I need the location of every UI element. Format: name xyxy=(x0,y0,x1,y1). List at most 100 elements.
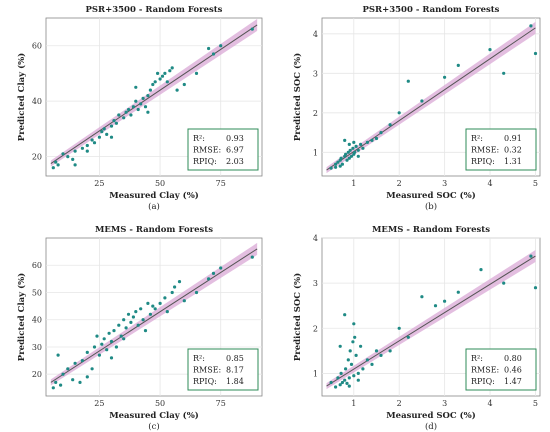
stats-box xyxy=(187,128,259,171)
stat-value: 0.80 xyxy=(504,354,522,363)
data-point xyxy=(329,166,333,170)
data-point xyxy=(348,349,352,353)
panel-caption: (d) xyxy=(425,421,437,432)
data-point xyxy=(85,375,89,379)
data-point xyxy=(102,127,106,131)
data-point xyxy=(146,301,150,305)
data-point xyxy=(126,107,131,112)
data-point xyxy=(170,66,174,70)
y-tick-label: 4 xyxy=(313,30,318,39)
data-point xyxy=(90,138,94,142)
data-point xyxy=(163,71,167,75)
data-point xyxy=(102,337,106,341)
data-point xyxy=(346,358,350,362)
data-point xyxy=(211,271,216,275)
data-point xyxy=(352,140,356,144)
y-axis-label: Predicted SOC (%) xyxy=(292,273,303,361)
y-tick-label: 40 xyxy=(32,97,42,106)
x-tick-label: 3 xyxy=(442,179,447,188)
data-point xyxy=(356,371,360,375)
data-point xyxy=(529,254,533,258)
stat-value: 0.32 xyxy=(504,146,522,155)
confidence-band xyxy=(326,250,536,390)
data-point xyxy=(85,350,89,354)
chart-panel-2: 25 50 75 20 30 40 50 60 MEMS - Random Forests Mea… xyxy=(16,225,263,432)
data-point xyxy=(170,290,174,295)
data-point xyxy=(397,326,401,330)
data-point xyxy=(347,156,351,160)
x-axis-label: Measured Clay (%) xyxy=(109,410,199,421)
stat-label: R²: xyxy=(193,134,205,143)
data-point xyxy=(146,94,150,98)
data-point xyxy=(207,46,211,51)
data-point xyxy=(365,358,369,362)
data-point xyxy=(92,345,97,349)
chart-panel-1: 1 2 3 4 5 1 2 3 4 PSR+3500 - Random Forests Measur… xyxy=(292,5,541,212)
data-point xyxy=(114,121,118,125)
data-point xyxy=(354,144,358,148)
data-point xyxy=(148,312,152,316)
data-point xyxy=(177,280,182,284)
data-point xyxy=(95,334,99,338)
data-point xyxy=(175,88,179,92)
y-tick-label: 30 xyxy=(32,343,42,352)
data-point xyxy=(85,149,89,153)
data-point xyxy=(354,353,358,357)
x-tick-label: 5 xyxy=(533,399,538,408)
x-tick-label: 1 xyxy=(351,399,356,408)
y-tick-label: 20 xyxy=(32,153,42,162)
stats-box xyxy=(187,348,259,391)
data-point xyxy=(388,123,392,127)
data-point xyxy=(211,52,216,56)
data-point xyxy=(338,383,342,387)
data-point xyxy=(122,116,126,120)
data-point xyxy=(339,371,343,375)
data-point xyxy=(397,111,401,115)
data-point xyxy=(338,164,342,168)
data-point xyxy=(114,345,118,349)
data-point xyxy=(336,376,340,380)
chart-panel-0: 25 50 75 20 40 60 PSR+3500 - Random Forests Mea… xyxy=(16,5,263,212)
data-point xyxy=(165,310,169,314)
stat-label: RPIQ: xyxy=(193,157,217,166)
data-point xyxy=(343,313,347,317)
x-axis-label: Measured SOC (%) xyxy=(386,410,475,421)
stat-label: RMSE: xyxy=(471,146,499,155)
stats-box xyxy=(465,128,537,171)
x-tick-label: 4 xyxy=(487,399,492,408)
x-axis-label: Measured Clay (%) xyxy=(109,190,199,201)
data-point xyxy=(160,74,165,78)
x-tick-label: 2 xyxy=(397,399,402,408)
data-point xyxy=(329,380,333,385)
regression-line xyxy=(326,27,536,171)
data-point xyxy=(71,157,75,161)
data-point xyxy=(143,105,148,109)
data-point xyxy=(143,329,148,333)
stat-value: 0.46 xyxy=(504,366,522,375)
data-point xyxy=(151,304,155,308)
data-point xyxy=(107,331,111,335)
data-point xyxy=(339,156,343,160)
data-point xyxy=(134,99,138,103)
stat-label: RPIQ: xyxy=(471,377,495,386)
data-point xyxy=(361,367,365,371)
data-point xyxy=(124,110,128,114)
x-tick-label: 75 xyxy=(216,399,226,408)
data-point xyxy=(78,380,82,384)
stat-label: R²: xyxy=(471,354,483,363)
data-point xyxy=(347,384,351,388)
x-axis-label: Measured SOC (%) xyxy=(386,190,475,201)
data-point xyxy=(73,149,77,153)
data-point xyxy=(356,378,360,382)
data-point xyxy=(343,378,347,382)
data-point xyxy=(90,367,94,371)
data-point xyxy=(136,107,140,112)
data-point xyxy=(97,353,101,357)
data-point xyxy=(109,356,114,360)
data-point xyxy=(420,295,424,299)
data-point xyxy=(334,162,338,166)
data-point xyxy=(420,99,424,103)
data-point xyxy=(129,320,133,324)
data-point xyxy=(66,367,70,371)
